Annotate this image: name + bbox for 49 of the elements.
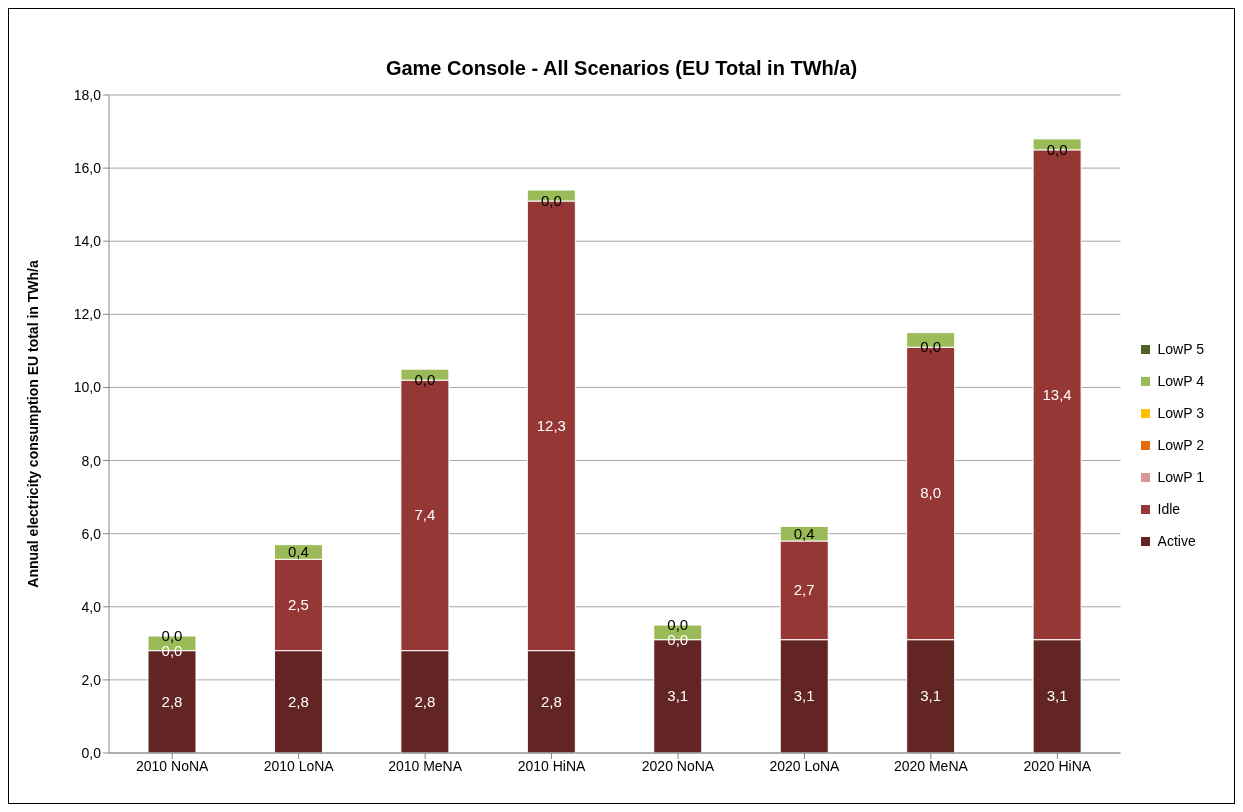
data-label: 8,0 — [920, 484, 942, 502]
legend-label: LowP 3 — [1157, 405, 1204, 421]
data-label: 2,8 — [540, 692, 562, 710]
data-label: 2,8 — [161, 692, 183, 710]
legend-label: LowP 2 — [1157, 437, 1204, 453]
x-tick-label: 2020 NoNA — [641, 757, 715, 774]
legend-label: LowP 5 — [1157, 341, 1204, 357]
x-tick-label: 2010 MeNA — [388, 757, 463, 774]
data-label: 3,1 — [793, 687, 815, 705]
data-label: 13,4 — [1042, 385, 1072, 403]
y-tick-label: 16,0 — [73, 160, 102, 177]
chart-title: Game Console - All Scenarios (EU Total in TWh/a) — [384, 57, 859, 81]
data-label: 3,1 — [920, 687, 942, 705]
data-label: 0,0 — [414, 371, 436, 389]
data-label: 12,3 — [536, 416, 566, 434]
data-label: 2,8 — [414, 692, 436, 710]
y-tick-label: 6,0 — [81, 525, 102, 542]
y-tick-label: 4,0 — [81, 598, 102, 615]
data-label: 0,0 — [1046, 140, 1068, 158]
data-label: 0,4 — [793, 524, 815, 542]
data-label: 2,5 — [288, 595, 309, 613]
x-tick-label: 2010 LoNA — [263, 757, 335, 774]
data-label: 0,0 — [161, 626, 183, 644]
y-tick-label: 8,0 — [81, 452, 102, 469]
data-label: 0,0 — [540, 192, 562, 210]
x-tick-label: 2010 NoNA — [136, 757, 210, 774]
legend-label: LowP 4 — [1157, 373, 1204, 389]
data-label: 0,4 — [288, 542, 309, 560]
x-tick-label: 2020 LoNA — [769, 757, 841, 774]
legend-label: Active — [1157, 533, 1196, 549]
x-tick-label: 2020 HiNA — [1023, 757, 1092, 774]
legend-label: LowP 1 — [1157, 469, 1204, 485]
y-axis-title: Annual electricity consumption EU total in TWh/a — [24, 260, 41, 588]
data-label: 3,1 — [1046, 687, 1068, 705]
y-tick-label: 10,0 — [73, 379, 102, 396]
y-tick-label: 14,0 — [73, 233, 102, 250]
legend-label: Idle — [1157, 501, 1181, 517]
y-tick-label: 0,0 — [81, 744, 102, 761]
y-tick-label: 12,0 — [73, 306, 102, 323]
data-label: 7,4 — [414, 506, 436, 524]
data-label: 2,8 — [288, 692, 309, 710]
data-label: 3,1 — [667, 687, 689, 705]
y-tick-label: 18,0 — [73, 86, 102, 103]
data-label: 0,0 — [667, 615, 689, 633]
y-tick-label: 2,0 — [81, 671, 102, 688]
x-tick-label: 2010 HiNA — [517, 757, 587, 774]
data-label: 2,7 — [793, 581, 815, 599]
x-tick-label: 2020 MeNA — [893, 757, 969, 774]
data-label: 0,0 — [920, 338, 942, 356]
